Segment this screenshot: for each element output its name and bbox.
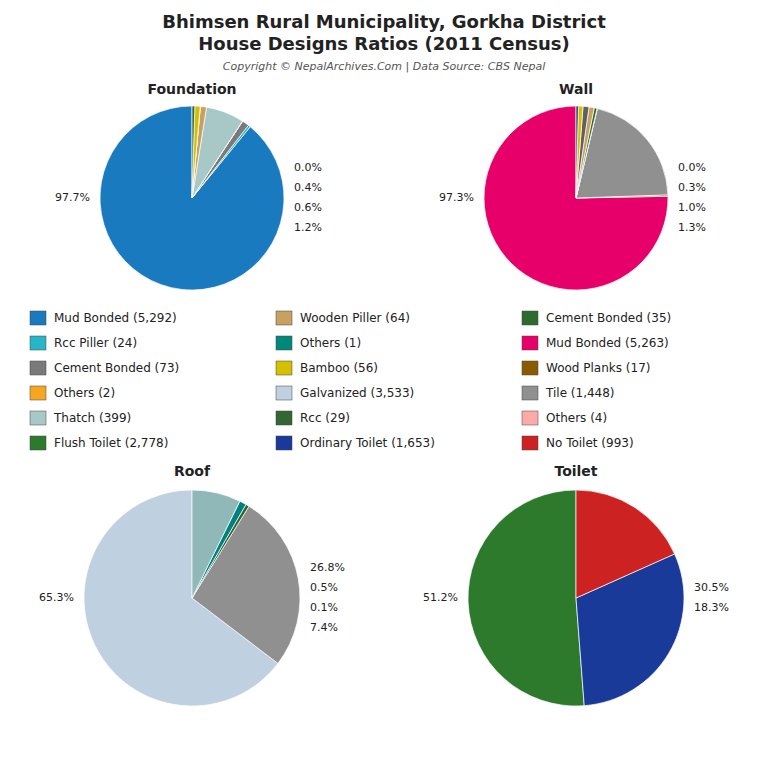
- pie-title: Foundation: [147, 81, 236, 97]
- annotation: 30.5%: [694, 581, 729, 594]
- pie-chart: Wall 97.3% 0.0% 0.3% 1.0% 1.3%: [439, 81, 706, 290]
- annotation: 0.3%: [678, 181, 706, 194]
- legend-swatch: [276, 361, 292, 375]
- legend-swatch: [276, 436, 292, 450]
- pie-slice: [192, 106, 200, 198]
- pie-slice: [576, 106, 578, 198]
- legend-swatch: [522, 311, 538, 325]
- annotation: 65.3%: [39, 591, 74, 604]
- legend-label: Thatch (399): [53, 411, 131, 425]
- legend-swatch: [276, 411, 292, 425]
- annotation: 0.4%: [294, 181, 322, 194]
- legend-label: Wooden Piller (64): [300, 311, 410, 325]
- legend-label: Galvanized (3,533): [300, 386, 414, 400]
- legend-label: Tile (1,448): [545, 386, 615, 400]
- legend-label: Others (2): [54, 386, 115, 400]
- annotation: 0.0%: [678, 161, 706, 174]
- subtitle: Copyright © NepalArchives.Com | Data Sou…: [223, 60, 545, 73]
- legend-swatch: [522, 336, 538, 350]
- legend-swatch: [522, 411, 538, 425]
- annotation: 18.3%: [694, 601, 729, 614]
- legend-label: Cement Bonded (35): [546, 311, 671, 325]
- pie-title: Roof: [174, 463, 211, 479]
- legend-label: Ordinary Toilet (1,653): [300, 436, 435, 450]
- legend-swatch: [522, 386, 538, 400]
- legend-label: Mud Bonded (5,263): [546, 336, 669, 350]
- pie-slice: [576, 107, 594, 198]
- annotation: 0.5%: [310, 581, 338, 594]
- annotation: 1.0%: [678, 201, 706, 214]
- pie-chart: Foundation 97.7% 0.0% 0.4% 0.6% 1.2%: [55, 81, 322, 290]
- pie-slice: [484, 106, 668, 290]
- annotation: 0.0%: [294, 161, 322, 174]
- legend-swatch: [522, 436, 538, 450]
- pie-slice: [576, 106, 589, 198]
- legend: Mud Bonded (5,292) Rcc Piller (24) Cement …: [30, 311, 671, 451]
- legend-swatch: [276, 336, 292, 350]
- figure: Bhimsen Rural Municipality, Gorkha Distr…: [0, 0, 768, 768]
- title: House Designs Ratios (2011 Census): [198, 33, 570, 54]
- legend-label: Others (4): [546, 411, 607, 425]
- pie-chart: Roof 65.3% 26.8% 0.5% 0.1% 7.4%: [39, 463, 345, 706]
- legend-swatch: [30, 311, 46, 325]
- annotation: 0.1%: [310, 601, 338, 614]
- legend-swatch: [522, 361, 538, 375]
- annotation: 1.2%: [294, 221, 322, 234]
- legend-label: Others (1): [300, 336, 361, 350]
- annotation: 1.3%: [678, 221, 706, 234]
- pie-title: Wall: [559, 81, 593, 97]
- annotation: 26.8%: [310, 561, 345, 574]
- legend-label: Flush Toilet (2,778): [54, 436, 168, 450]
- pie-chart: Toilet 51.2% 30.5% 18.3%: [423, 463, 729, 706]
- pie-slice: [100, 106, 284, 290]
- legend-label: Rcc (29): [300, 411, 350, 425]
- legend-swatch: [30, 361, 46, 375]
- legend-label: Wood Planks (17): [546, 361, 650, 375]
- legend-label: Bamboo (56): [300, 361, 378, 375]
- annotation: 0.6%: [294, 201, 322, 214]
- legend-label: No Toilet (993): [546, 436, 634, 450]
- title: Bhimsen Rural Municipality, Gorkha Distr…: [162, 11, 606, 32]
- pie-slice: [192, 107, 242, 198]
- annotation: 97.3%: [439, 191, 474, 204]
- annotation: 7.4%: [310, 621, 338, 634]
- pie-slice: [192, 490, 240, 598]
- pie-slice: [468, 490, 584, 706]
- annotation: 97.7%: [55, 191, 90, 204]
- legend-label: Mud Bonded (5,292): [54, 311, 177, 325]
- legend-swatch: [30, 411, 46, 425]
- legend-label: Cement Bonded (73): [54, 361, 179, 375]
- legend-swatch: [30, 386, 46, 400]
- annotation: 51.2%: [423, 591, 458, 604]
- background: [0, 0, 768, 768]
- legend-swatch: [276, 311, 292, 325]
- pie-title: Toilet: [554, 463, 597, 479]
- pie-slice: [576, 490, 675, 598]
- legend-swatch: [30, 336, 46, 350]
- legend-swatch: [30, 436, 46, 450]
- pie-slice: [192, 106, 200, 198]
- pie-slice: [192, 106, 195, 198]
- legend-label: Rcc Piller (24): [54, 336, 137, 350]
- pie-slice: [576, 106, 583, 198]
- legend-swatch: [276, 386, 292, 400]
- pie-slice: [192, 106, 207, 198]
